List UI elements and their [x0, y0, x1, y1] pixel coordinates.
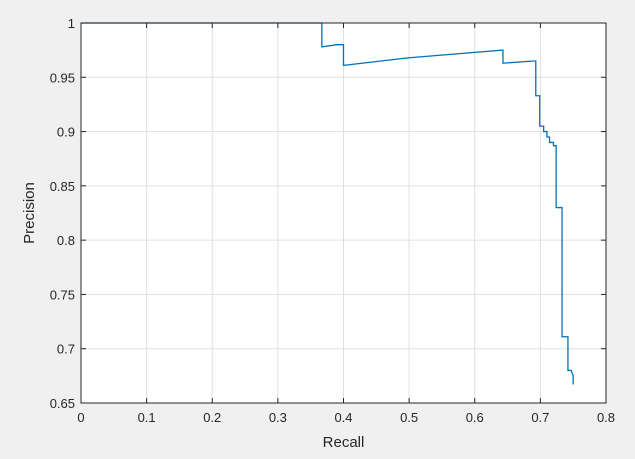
y-tick-label: 1: [68, 16, 75, 31]
x-tick-label: 0.3: [269, 410, 287, 425]
y-tick-label: 0.95: [50, 70, 75, 85]
y-tick-label: 0.75: [50, 287, 75, 302]
x-tick-label: 0: [77, 410, 84, 425]
grid: [81, 23, 606, 403]
y-tick-label: 0.8: [57, 233, 75, 248]
y-tick-label: 0.65: [50, 396, 75, 411]
y-tick-label: 0.85: [50, 179, 75, 194]
x-tick-label: 0.5: [400, 410, 418, 425]
x-tick-label: 0.1: [138, 410, 156, 425]
x-tick-label: 0.7: [531, 410, 549, 425]
precision-recall-curve: [81, 22, 574, 385]
ticks: 0 0.1 0.2 0.3 0.4 0.5 0.6 0.7 0.8 0.65 0.7 0.75 0.8 0…: [50, 16, 615, 425]
y-axis-label: Precision: [21, 182, 38, 244]
x-tick-label: 0.6: [466, 410, 484, 425]
x-axis-label: Recall: [323, 434, 365, 451]
y-tick-label: 0.9: [57, 125, 75, 140]
series-layer: [81, 22, 574, 385]
x-tick-label: 0.2: [203, 410, 221, 425]
x-tick-label: 0.4: [334, 410, 352, 425]
x-tick-label: 0.8: [597, 410, 615, 425]
y-tick-label: 0.7: [57, 342, 75, 357]
